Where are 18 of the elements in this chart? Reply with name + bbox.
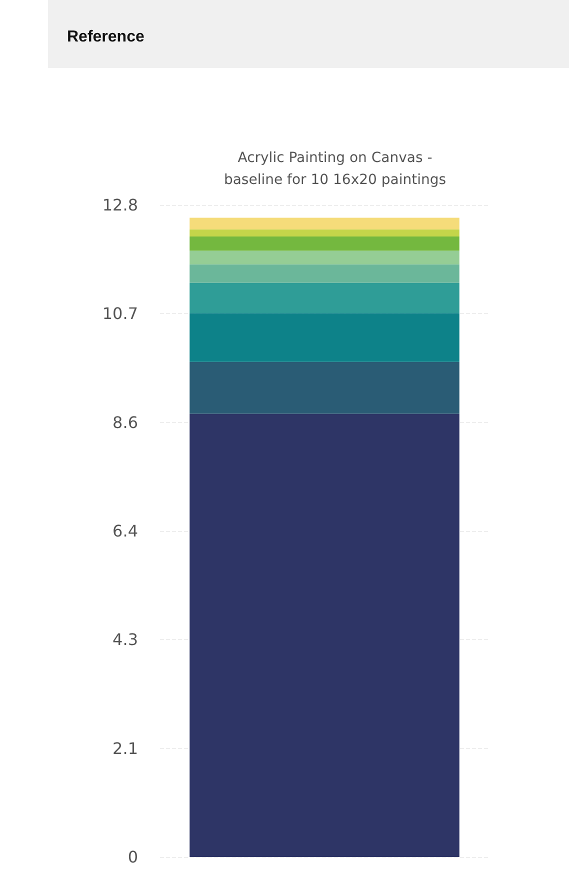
bar <box>190 218 460 230</box>
y-tick-label: 8.6 <box>112 412 138 432</box>
y-tick-label: 4.3 <box>112 630 138 650</box>
y-tick-label: 10.7 <box>102 304 138 324</box>
bar <box>190 282 460 314</box>
bar <box>190 236 460 251</box>
chart-title: Reference <box>67 28 144 46</box>
bar <box>190 229 460 236</box>
y-tick-label: 12.8 <box>102 196 138 214</box>
y-tick-label: 0 <box>128 848 138 866</box>
y-tick-label: 2.1 <box>112 738 138 758</box>
bar <box>190 264 460 283</box>
bar <box>190 362 460 414</box>
chart-subtitle: Acrylic Painting on Canvas - baseline for 10 16x20 paintings <box>224 150 446 188</box>
bar <box>190 250 460 264</box>
bar <box>190 414 460 857</box>
y-tick-label: 6.4 <box>112 522 138 540</box>
bar <box>190 313 460 362</box>
